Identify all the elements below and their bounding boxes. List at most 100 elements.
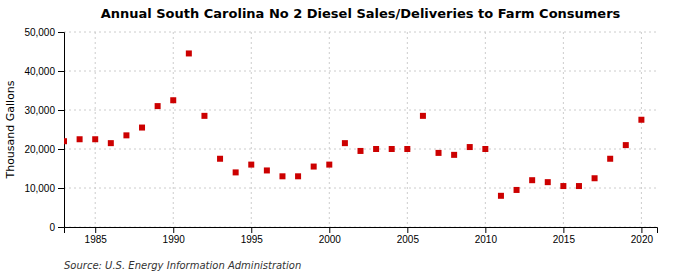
x-axis-tick: 2020 (631, 227, 654, 245)
point (248, 162, 254, 168)
point (482, 146, 488, 152)
point (201, 113, 207, 119)
y-axis-tick-label: 20,000 (24, 144, 55, 155)
point (295, 173, 301, 179)
y-axis-tick-mark (58, 110, 64, 111)
y-axis-tick-mark (58, 149, 64, 150)
point (592, 175, 598, 181)
title: Annual South Carolina No 2 Diesel Sales/… (101, 6, 621, 21)
point (467, 144, 473, 150)
x-axis-tick-mark (641, 227, 642, 233)
y-axis-tick: 20,000 (24, 144, 64, 155)
point (155, 103, 161, 109)
grid-line-x (329, 32, 330, 227)
y-axis-line (58, 33, 65, 228)
grid-line-x (251, 32, 252, 227)
point (607, 156, 613, 162)
point (108, 140, 114, 146)
y-axis: 0 10,000 20,000 30,000 40,000 50,000 (24, 27, 64, 233)
point (451, 152, 457, 158)
x-axis-tick-label: 2015 (553, 234, 576, 245)
y-axis-tick: 0 (49, 222, 64, 233)
x-axis-line (65, 228, 658, 234)
x-axis-tick-mark (407, 227, 408, 233)
annotation: Source: U.S. Energy Information Administ… (64, 260, 301, 271)
grid-line-x (407, 32, 408, 227)
point (264, 167, 270, 173)
x-axis-tick-label: 2000 (319, 234, 342, 245)
y-axis-tick-mark (58, 32, 64, 33)
x-axis-tick: 2005 (397, 227, 420, 245)
y-axis-tick: 50,000 (24, 27, 64, 38)
x-axis-tick-label: 1985 (85, 234, 108, 245)
point (358, 148, 364, 154)
x-axis-tick: 1985 (85, 227, 108, 245)
grid-line-x (563, 32, 564, 227)
x-axis-tick-label: 2010 (475, 234, 498, 245)
grid-line-x (173, 32, 174, 227)
point (404, 146, 410, 152)
point (529, 177, 535, 183)
x-axis-tick-mark (485, 227, 486, 233)
point (638, 117, 644, 123)
grid-line-y (64, 32, 657, 33)
y-axis-tick: 10,000 (24, 183, 64, 194)
grid-line-y (64, 188, 657, 189)
x-axis-tick: 1990 (163, 227, 186, 245)
point (279, 173, 285, 179)
y-axis-tick-label: 40,000 (24, 66, 55, 77)
point (576, 183, 582, 189)
point (389, 146, 395, 152)
y-axis-tick: 30,000 (24, 105, 64, 116)
plot-area: 1985 1990 1995 2000 2005 2010 2015 2020 0 10,000 2… (24, 27, 657, 245)
point (342, 140, 348, 146)
chart: 1985 1990 1995 2000 2005 2010 2015 2020 0 10,000 2… (0, 0, 675, 275)
point (186, 50, 192, 56)
grid-line-x (641, 32, 642, 227)
x-axis-tick-mark (251, 227, 252, 233)
point (170, 97, 176, 103)
point (326, 162, 332, 168)
x-axis-tick: 2015 (553, 227, 576, 245)
point (498, 193, 504, 199)
x-axis-tick-label: 2005 (397, 234, 420, 245)
point (623, 142, 629, 148)
grid-line-y (64, 71, 657, 72)
y-axis-title: Thousand Gallons (4, 80, 17, 179)
point (436, 150, 442, 156)
x-axis-tick-label: 1990 (163, 234, 186, 245)
x-axis-tick-label: 2020 (631, 234, 654, 245)
grid (64, 32, 657, 227)
x-axis-tick-label: 1995 (241, 234, 264, 245)
grid-line-y (64, 110, 657, 111)
x-axis-tick: 1995 (241, 227, 264, 245)
x-axis-tick: 2000 (319, 227, 342, 245)
point (311, 164, 317, 170)
y-axis-tick: 40,000 (24, 66, 64, 77)
point (217, 156, 223, 162)
x-axis-tick-mark (329, 227, 330, 233)
x-axis: 1985 1990 1995 2000 2005 2010 2015 2020 (65, 227, 658, 245)
point (233, 169, 239, 175)
grid-line-x (485, 32, 486, 227)
x-axis-tick: 2010 (475, 227, 498, 245)
y-axis-tick-label: 10,000 (24, 183, 55, 194)
point (92, 136, 98, 142)
x-axis-tick-mark (95, 227, 96, 233)
y-axis-tick-mark (58, 227, 64, 228)
point (373, 146, 379, 152)
point (545, 179, 551, 185)
x-axis-tick-mark (563, 227, 564, 233)
point (64, 138, 67, 144)
point (514, 187, 520, 193)
x-axis-tick-mark (173, 227, 174, 233)
point (139, 125, 145, 131)
grid-line-x (95, 32, 96, 227)
point (123, 132, 129, 138)
y-axis-tick-label: 50,000 (24, 27, 55, 38)
y-axis-tick-mark (58, 188, 64, 189)
point (420, 113, 426, 119)
point (560, 183, 566, 189)
y-axis-tick-label: 30,000 (24, 105, 55, 116)
point (77, 136, 83, 142)
